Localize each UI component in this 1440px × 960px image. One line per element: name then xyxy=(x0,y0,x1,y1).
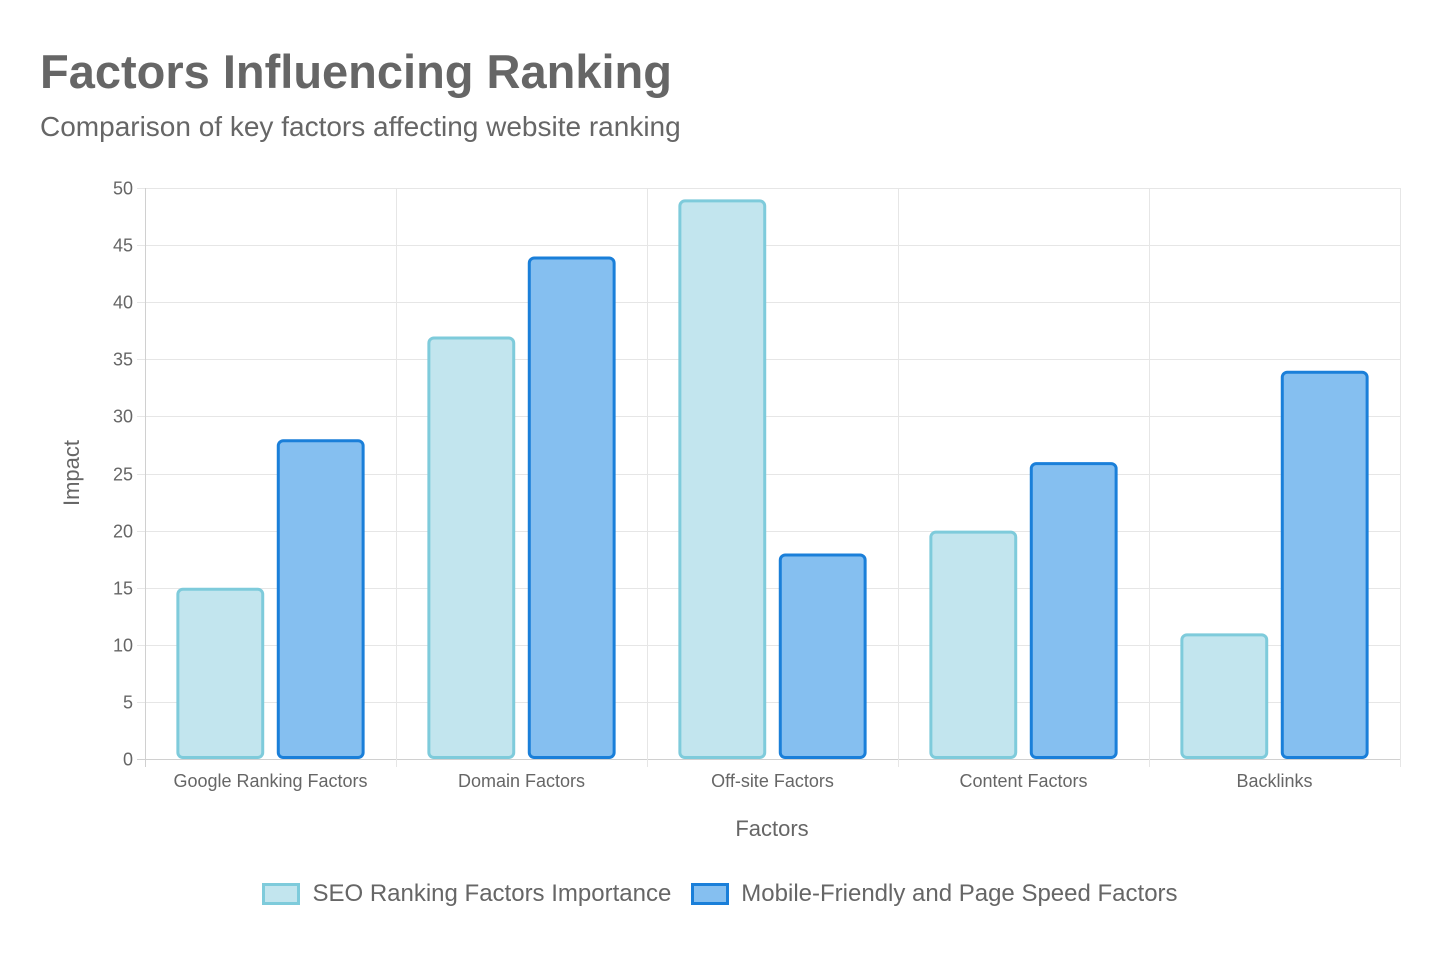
legend-swatch-seo xyxy=(262,883,301,905)
y-tick-label: 20 xyxy=(113,522,133,542)
y-tick-label: 25 xyxy=(113,465,133,485)
x-tick-label: Content Factors xyxy=(959,771,1087,791)
chart-subtitle: Comparison of key factors affecting webs… xyxy=(40,111,681,142)
bar-mobile[interactable] xyxy=(778,553,867,759)
y-tick-label: 5 xyxy=(123,693,133,713)
y-axis-title: Impact xyxy=(59,440,84,506)
y-tick-label: 40 xyxy=(113,293,133,313)
bar-mobile[interactable] xyxy=(527,256,616,759)
bar-mobile[interactable] xyxy=(1029,462,1118,759)
bar-seo[interactable] xyxy=(427,336,516,759)
y-tick-label: 0 xyxy=(123,750,133,770)
bar-seo[interactable] xyxy=(1180,633,1269,760)
x-tick-label: Backlinks xyxy=(1236,771,1312,791)
bar-mobile[interactable] xyxy=(276,439,365,759)
x-axis-title: Factors xyxy=(735,816,808,841)
y-tick-label: 30 xyxy=(113,407,133,427)
x-tick-label: Off-site Factors xyxy=(711,771,834,791)
bar-seo[interactable] xyxy=(176,587,265,760)
bar-chart: 0 5 10 15 20 25 30 35 40 45 50 Google Ranking Facto… xyxy=(59,179,1401,841)
legend: SEO Ranking Factors Importance Mobile-Fr… xyxy=(0,880,1440,908)
y-tick-label: 10 xyxy=(113,636,133,656)
legend-label-mobile: Mobile-Friendly and Page Speed Factors xyxy=(741,880,1178,907)
chart-title: Factors Influencing Ranking xyxy=(40,45,672,98)
bar-seo[interactable] xyxy=(929,530,1018,759)
y-tick-label: 45 xyxy=(113,236,133,256)
bar-seo[interactable] xyxy=(678,199,767,760)
legend-item-mobile[interactable]: Mobile-Friendly and Page Speed Factors xyxy=(691,880,1178,908)
bar-mobile[interactable] xyxy=(1280,370,1369,759)
legend-item-seo[interactable]: SEO Ranking Factors Importance xyxy=(262,880,671,908)
legend-label-seo: SEO Ranking Factors Importance xyxy=(312,880,672,907)
legend-swatch-mobile xyxy=(691,883,730,905)
bars xyxy=(176,199,1369,760)
x-tick-label: Domain Factors xyxy=(458,771,585,791)
y-tick-label: 15 xyxy=(113,579,133,599)
axis-ticks: 0 5 10 15 20 25 30 35 40 45 50 Google Ranking Facto… xyxy=(113,179,1313,792)
y-tick-label: 35 xyxy=(113,350,133,370)
x-tick-label: Google Ranking Factors xyxy=(173,771,367,791)
y-tick-label: 50 xyxy=(113,179,133,199)
